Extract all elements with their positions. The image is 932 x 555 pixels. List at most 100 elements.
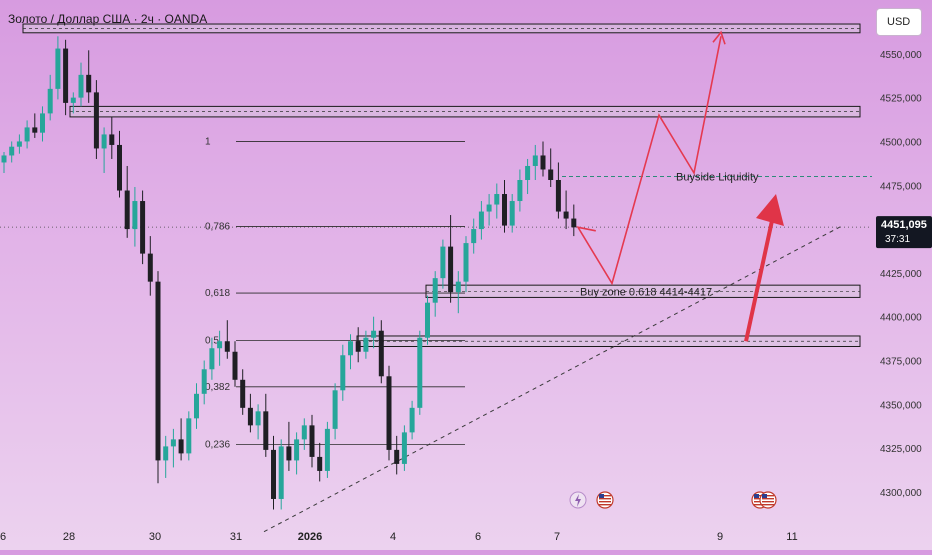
candle-body-48 (371, 330, 377, 338)
candle-body-56 (432, 278, 438, 303)
candle-body-25 (194, 393, 199, 419)
fib-label-5: 0,236 (205, 440, 230, 451)
liquidity-label: Buyside Liquidity (676, 171, 759, 183)
projection-arrowhead (712, 30, 726, 45)
flag-canton (754, 494, 759, 498)
candle-body-13 (101, 134, 107, 149)
candle-body-44 (340, 355, 346, 391)
fib-label-4: 0,382 (205, 382, 230, 393)
candle-body-53 (409, 407, 415, 433)
candle-body-11 (86, 74, 92, 93)
candle-body-70 (540, 155, 546, 170)
candle-body-66 (509, 201, 515, 226)
flag-stripe (754, 504, 766, 506)
candle-body-62 (478, 211, 484, 230)
current-price-value: 4451,095 (881, 219, 927, 231)
candle-body-51 (394, 449, 400, 464)
projection-path (576, 36, 722, 286)
candle-body-41 (317, 456, 323, 471)
candle-body-60 (463, 243, 469, 282)
candle-body-33 (255, 411, 261, 426)
us-flag-icon[interactable] (596, 491, 614, 509)
bullish-arrow-shaft (744, 215, 775, 342)
x-tick-label-1: 28 (63, 531, 75, 543)
candle-body-58 (448, 246, 454, 293)
current-price-badge (876, 216, 932, 249)
trendline (263, 224, 844, 533)
candle-body-20 (155, 281, 161, 461)
candle-body-16 (124, 190, 130, 230)
candle-body-7 (55, 48, 61, 89)
x-tick-label-8: 9 (717, 531, 723, 543)
candle-body-50 (386, 376, 392, 450)
fib-label-0: 1 (205, 136, 211, 147)
candle-body-38 (294, 439, 300, 461)
flag-stripe (762, 495, 774, 497)
y-tick-label-4: 4425,000 (880, 269, 922, 280)
candle-body-27 (209, 348, 215, 370)
lightning-icon[interactable] (569, 491, 587, 509)
y-tick-label-1: 4525,000 (880, 94, 922, 105)
candle-body-47 (363, 337, 369, 352)
candle-body-42 (324, 428, 330, 471)
candle-body-1 (9, 146, 15, 156)
candle-body-15 (117, 144, 122, 191)
candle-body-31 (240, 379, 246, 408)
candle-body-52 (401, 432, 407, 464)
x-tick-label-6: 6 (475, 531, 481, 543)
fib-label-1: 0,786 (205, 221, 230, 232)
candle-body-29 (224, 341, 230, 352)
flag-stripe (754, 495, 766, 497)
candle-body-64 (494, 194, 500, 205)
flag-canton (599, 494, 604, 498)
candle-body-32 (247, 407, 253, 426)
flag-stripe (599, 498, 611, 500)
candle-body-54 (417, 337, 423, 408)
candle-body-39 (301, 425, 307, 440)
bullish-arrow-head (756, 194, 784, 227)
current-price-countdown: 37:31 (885, 234, 910, 245)
flag-stripe (762, 501, 774, 503)
candle-body-19 (147, 253, 153, 282)
candle-body-72 (555, 180, 561, 212)
x-tick-label-9: 11 (786, 531, 797, 543)
candle-body-18 (140, 201, 146, 254)
candle-body-37 (286, 446, 292, 461)
y-tick-label-3: 4475,000 (880, 181, 922, 192)
candle-body-28 (217, 341, 223, 349)
candle-body-6 (47, 88, 53, 114)
candle-body-61 (471, 229, 477, 244)
flag-stripe (599, 501, 611, 503)
candle-body-74 (571, 218, 577, 228)
candle-body-14 (109, 134, 115, 145)
candle-body-21 (163, 446, 169, 461)
y-tick-label-7: 4350,000 (880, 400, 922, 411)
candle-body-69 (532, 155, 538, 166)
us-flag-double-icon[interactable] (751, 491, 777, 509)
candle-body-36 (278, 446, 284, 499)
candle-body-59 (455, 281, 461, 293)
candle-body-57 (440, 246, 446, 279)
flag-stripe (599, 504, 611, 506)
candle-body-63 (486, 204, 492, 212)
candle-body-34 (263, 411, 269, 450)
candle-body-8 (63, 48, 69, 103)
currency-button[interactable]: USD (876, 8, 922, 36)
y-tick-label-5: 4400,000 (880, 313, 922, 324)
y-tick-label-6: 4375,000 (880, 357, 922, 368)
candle-body-67 (517, 180, 523, 202)
candle-body-5 (40, 113, 45, 133)
y-tick-label-0: 4550,000 (880, 50, 922, 61)
candle-body-12 (93, 92, 99, 149)
y-tick-label-2: 4500,000 (880, 137, 922, 148)
candle-body-65 (502, 194, 507, 226)
x-tick-label-0: 26 (0, 531, 6, 543)
candle-body-4 (32, 127, 38, 133)
flag-stripe (762, 504, 774, 506)
flag-stripe (599, 495, 611, 497)
y-tick-label-8: 4325,000 (880, 444, 922, 455)
candle-body-71 (548, 169, 554, 180)
x-tick-label-7: 7 (554, 531, 560, 543)
